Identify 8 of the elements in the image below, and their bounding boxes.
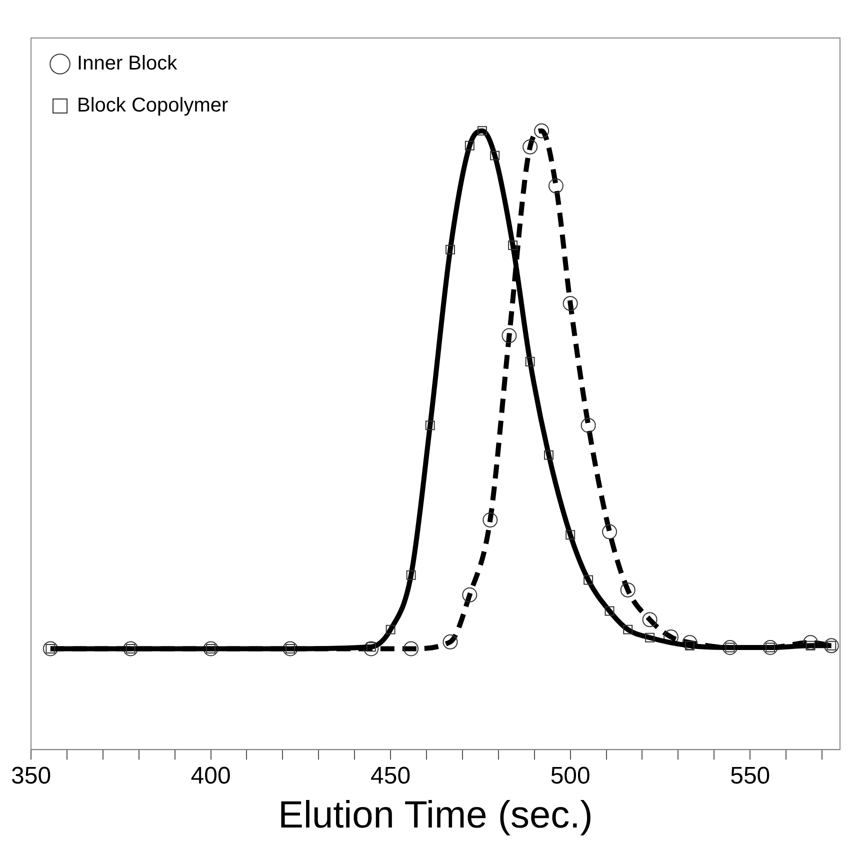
x-tick-label: 350 <box>11 762 52 790</box>
x-tick-label: 550 <box>730 762 770 790</box>
x-axis-title: Elution Time (sec.) <box>278 794 593 837</box>
x-tick-label: 400 <box>190 762 231 790</box>
x-tick-label: 500 <box>550 762 590 790</box>
legend-label: Block Copolymer <box>77 94 229 117</box>
legend-label: Inner Block <box>77 52 178 75</box>
x-tick-label: 450 <box>370 762 411 790</box>
